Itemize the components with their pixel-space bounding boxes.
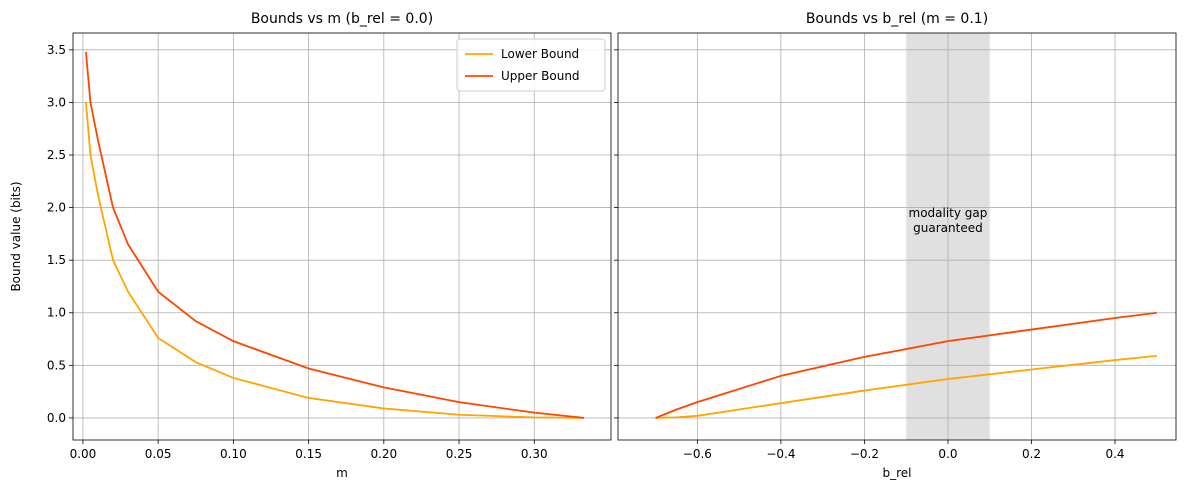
y-tick-label: 3.5	[47, 43, 66, 57]
x-tick-label: −0.6	[683, 447, 712, 461]
y-tick-label: 0.0	[47, 411, 66, 425]
annotation: modality gap	[909, 206, 988, 220]
x-axis-label: m	[336, 466, 348, 480]
x-tick-label: 0.4	[1105, 447, 1124, 461]
axes-frame	[72, 32, 612, 441]
y-tick-label: 2.5	[47, 148, 66, 162]
annotation: guaranteed	[913, 221, 983, 235]
x-tick-label: 0.20	[370, 447, 397, 461]
y-tick-label: 1.5	[47, 253, 66, 267]
x-tick-label: 0.0	[938, 447, 957, 461]
legend-box	[456, 38, 606, 92]
legend-label: Upper Bound	[501, 69, 580, 83]
x-tick-label: 0.05	[145, 447, 172, 461]
y-tick-label: 0.5	[47, 358, 66, 372]
line-series	[655, 311, 1157, 419]
x-tick-label: 0.15	[295, 447, 322, 461]
x-tick-label: −0.4	[766, 447, 795, 461]
y-tick-label: 3.0	[47, 95, 66, 109]
x-axis-label: b_rel	[882, 466, 911, 480]
line-series	[85, 51, 585, 419]
x-tick-label: 0.00	[70, 447, 97, 461]
y-tick-label: 1.0	[47, 306, 66, 320]
x-tick-label: 0.30	[521, 447, 548, 461]
y-tick-label: 2.0	[47, 201, 66, 215]
line-series	[85, 102, 584, 419]
x-tick-label: 0.25	[446, 447, 473, 461]
y-axis-label: Bound value (bits)	[9, 181, 23, 291]
x-tick-label: 0.2	[1022, 447, 1041, 461]
chart-title: Bounds vs m (b_rel = 0.0)	[251, 11, 433, 27]
x-tick-label: −0.2	[850, 447, 879, 461]
x-tick-label: 0.10	[220, 447, 247, 461]
legend-label: Lower Bound	[501, 47, 579, 61]
line-series	[655, 354, 1157, 419]
chart-title: Bounds vs b_rel (m = 0.1)	[806, 11, 988, 27]
axes-frame	[617, 32, 1177, 441]
